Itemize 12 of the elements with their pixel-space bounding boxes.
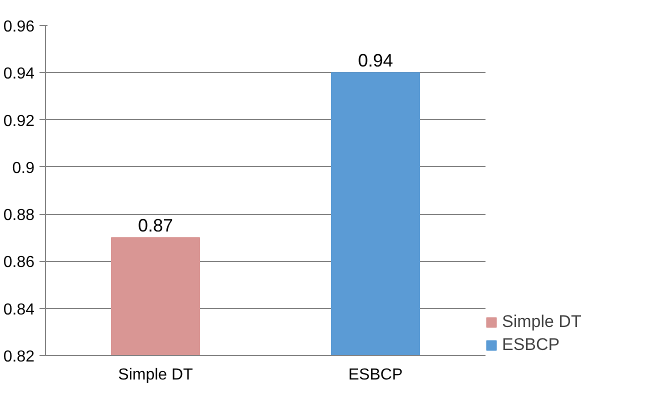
y-tick-label: 0.94 [3, 66, 35, 83]
y-tick-label: 0.96 [3, 18, 35, 36]
legend-label: ESBCP [502, 335, 561, 355]
y-tick-label: 0.84 [3, 301, 35, 318]
y-tick-label: 0.92 [3, 112, 35, 130]
y-tick-label: 0.86 [3, 254, 35, 272]
y-tick-label: 0.9 [12, 160, 35, 177]
data-label: 0.87 [138, 216, 174, 236]
legend-label: Simple DT [502, 312, 582, 332]
y-tick-label: 0.88 [3, 207, 35, 224]
data-label: 0.94 [358, 50, 394, 71]
y-tick-label: 0.82 [3, 348, 35, 366]
